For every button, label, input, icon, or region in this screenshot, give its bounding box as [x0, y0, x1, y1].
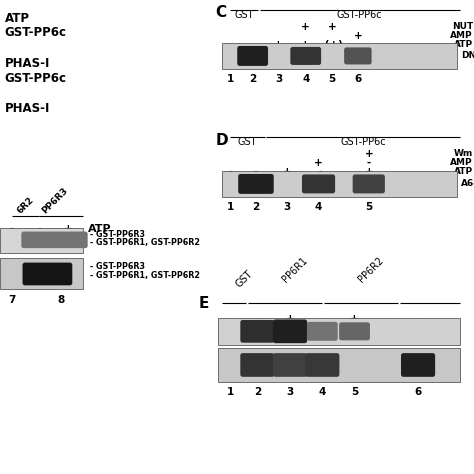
Text: C: C [216, 5, 227, 20]
Text: -: - [229, 167, 233, 177]
Text: 1: 1 [227, 202, 235, 212]
Text: - GST-PP6R1, GST-PP6R2: - GST-PP6R1, GST-PP6R2 [90, 271, 200, 280]
Text: 5: 5 [351, 387, 358, 397]
FancyBboxPatch shape [240, 320, 274, 343]
Bar [0, 258, 83, 289]
Text: +: + [314, 158, 323, 168]
Text: +: + [274, 40, 283, 50]
FancyBboxPatch shape [240, 353, 274, 377]
Text: A6-D: A6-D [461, 180, 474, 188]
Text: ATP: ATP [454, 167, 473, 176]
Text: -: - [320, 314, 324, 324]
Bar [0, 228, 83, 253]
Text: -: - [356, 40, 360, 50]
Text: NUT: NUT [452, 22, 473, 31]
Text: PP6R3: PP6R3 [40, 186, 69, 216]
Text: Wm: Wm [454, 149, 473, 158]
Text: +: + [64, 224, 73, 234]
Bar [218, 318, 460, 345]
Text: GST: GST [234, 268, 255, 289]
Text: - GST-PP6R1, GST-PP6R2: - GST-PP6R1, GST-PP6R2 [90, 238, 200, 247]
Text: E: E [198, 296, 209, 311]
Text: GST-PP6c: GST-PP6c [5, 26, 67, 39]
Text: -: - [37, 224, 41, 234]
Text: 6: 6 [354, 74, 362, 84]
Text: 1: 1 [227, 74, 235, 84]
Text: ATP: ATP [88, 224, 111, 234]
Text: +: + [301, 40, 310, 50]
Text: - GST-PP6R3: - GST-PP6R3 [90, 262, 145, 271]
Text: ATP: ATP [5, 12, 30, 25]
Text: +: + [365, 149, 373, 159]
Text: (+): (+) [321, 40, 343, 50]
FancyBboxPatch shape [237, 46, 268, 66]
Text: GST: GST [238, 137, 257, 147]
FancyBboxPatch shape [238, 174, 274, 194]
Text: GST-PP6c: GST-PP6c [5, 72, 67, 85]
Text: 5: 5 [365, 202, 373, 212]
Text: -: - [229, 40, 233, 50]
FancyBboxPatch shape [339, 322, 370, 340]
Text: 6: 6 [414, 387, 422, 397]
Text: - GST-PP6R3: - GST-PP6R3 [90, 230, 145, 239]
Text: PHAS-I: PHAS-I [5, 57, 50, 70]
Text: +: + [354, 31, 362, 41]
Text: PP6R1: PP6R1 [281, 255, 310, 284]
Text: +: + [283, 167, 292, 177]
Text: ATP: ATP [454, 40, 473, 49]
Text: AMP: AMP [450, 31, 473, 40]
Bar [218, 348, 460, 382]
Bar [222, 43, 457, 69]
Text: 3: 3 [286, 387, 294, 397]
Text: +: + [350, 314, 359, 324]
Text: 7: 7 [8, 295, 16, 305]
FancyBboxPatch shape [401, 353, 435, 377]
Text: -: - [367, 158, 371, 168]
Text: -: - [315, 167, 322, 177]
FancyBboxPatch shape [307, 322, 338, 341]
Text: 6R2: 6R2 [16, 196, 36, 216]
FancyBboxPatch shape [21, 232, 88, 248]
Text: 2: 2 [252, 202, 260, 212]
Text: PHAS-I: PHAS-I [5, 102, 50, 115]
FancyBboxPatch shape [273, 319, 307, 343]
Text: -: - [416, 314, 420, 324]
Text: -: - [10, 224, 14, 234]
Text: 3: 3 [283, 202, 291, 212]
Text: PP6R2: PP6R2 [356, 255, 385, 284]
Bar [222, 171, 457, 197]
Text: -: - [251, 40, 255, 50]
Text: 4: 4 [315, 202, 322, 212]
Text: 4: 4 [302, 74, 310, 84]
Text: AMP: AMP [450, 158, 473, 167]
Text: 8: 8 [57, 295, 64, 305]
Text: +: + [365, 167, 373, 177]
Text: 4: 4 [319, 387, 326, 397]
Text: 2: 2 [249, 74, 256, 84]
Text: +: + [286, 314, 294, 324]
Text: GST: GST [234, 10, 254, 20]
Text: DNA: DNA [461, 52, 474, 60]
Text: +: + [328, 22, 336, 32]
Text: 3: 3 [275, 74, 283, 84]
FancyBboxPatch shape [305, 353, 339, 377]
FancyBboxPatch shape [302, 174, 335, 193]
FancyBboxPatch shape [23, 263, 72, 285]
Text: 1: 1 [227, 387, 235, 397]
Text: GST-PP6c: GST-PP6c [340, 137, 386, 147]
FancyBboxPatch shape [353, 174, 385, 193]
FancyBboxPatch shape [273, 353, 307, 377]
Text: 2: 2 [254, 387, 261, 397]
Text: +: + [301, 22, 310, 32]
Text: 5: 5 [328, 74, 336, 84]
FancyBboxPatch shape [290, 47, 321, 65]
Text: D: D [216, 133, 228, 148]
FancyBboxPatch shape [344, 47, 372, 64]
Text: -: - [229, 314, 233, 324]
Text: -: - [254, 167, 258, 177]
Text: -: - [255, 314, 259, 324]
Text: GST-PP6c: GST-PP6c [337, 10, 383, 20]
